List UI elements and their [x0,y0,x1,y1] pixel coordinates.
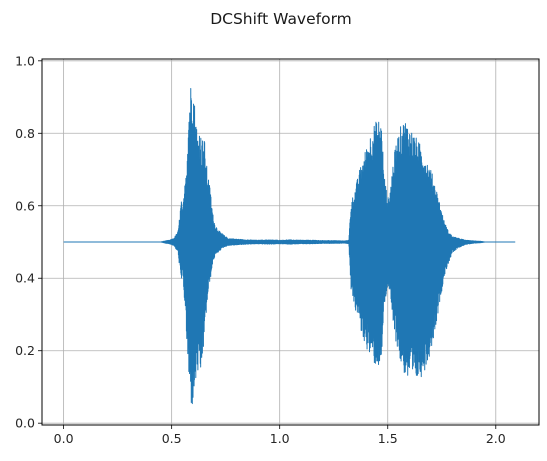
tick-layer: 0.0 0.5 1.0 1.5 2.0 0.0 0.2 0.4 0.6 0.8 1.0 [15,53,506,446]
y-tick-label: 0.4 [15,271,35,286]
waveform-line [63,88,516,405]
plot-frame [41,58,540,426]
y-tick-label: 1.0 [15,53,35,68]
y-tick-label: 0.2 [15,343,35,358]
x-tick-label: 0.5 [162,431,182,446]
y-tick-label: 0.8 [15,126,35,141]
y-tick-label: 0.6 [15,198,35,213]
x-tick-label: 2.0 [486,431,506,446]
x-tick-label: 0.0 [54,431,74,446]
x-tick-label: 1.5 [378,431,398,446]
chart-title: DCShift Waveform [210,10,352,28]
data-layer [63,88,516,405]
y-tick-label: 0.0 [15,416,35,431]
x-tick-label: 1.0 [270,431,290,446]
